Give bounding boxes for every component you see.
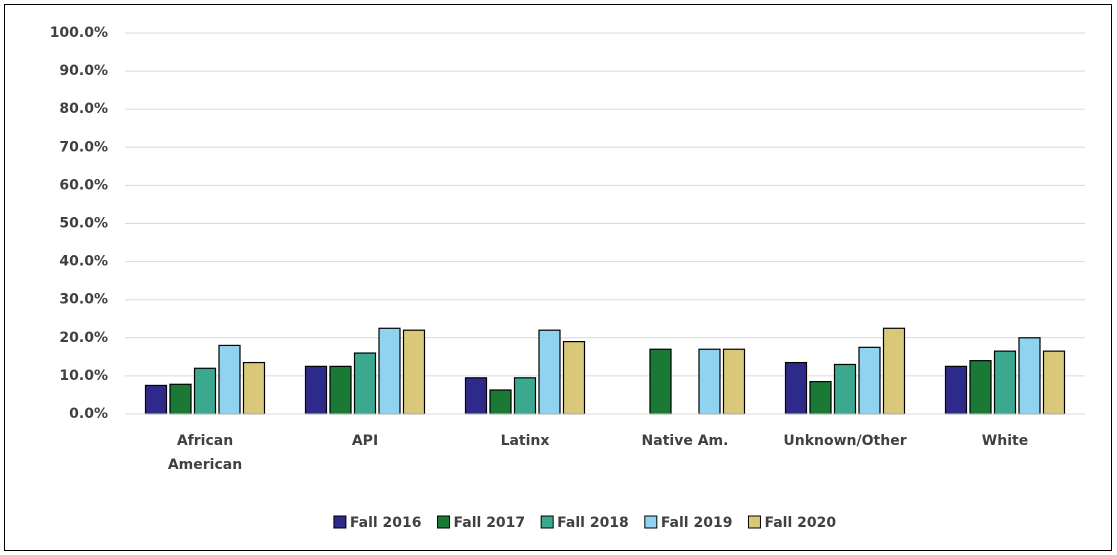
bar xyxy=(1042,350,1066,415)
y-tick-label: 60.0% xyxy=(59,177,108,193)
x-tick-label: Unknown/Other xyxy=(783,433,906,449)
bar xyxy=(882,327,906,415)
y-tick-label: 70.0% xyxy=(59,139,108,155)
bar xyxy=(833,363,857,415)
bar xyxy=(513,377,537,415)
legend-swatch xyxy=(540,515,554,529)
legend-swatch xyxy=(644,515,658,529)
y-tick-label: 10.0% xyxy=(59,368,108,384)
bar xyxy=(304,365,328,415)
y-tick-label: 40.0% xyxy=(59,254,108,270)
x-tick-label: White xyxy=(982,433,1028,449)
bar xyxy=(193,367,217,415)
bar xyxy=(538,329,561,415)
legend-swatch xyxy=(333,515,347,529)
bar xyxy=(944,365,968,415)
bar xyxy=(1018,337,1041,415)
legend-label: Fall 2020 xyxy=(764,515,836,531)
y-tick-label: 20.0% xyxy=(59,330,108,346)
y-tick-label: 90.0% xyxy=(59,63,108,79)
x-tick-label: Latinx xyxy=(501,433,550,449)
bar xyxy=(378,327,401,415)
bar xyxy=(353,352,377,415)
bar xyxy=(169,383,192,415)
bar xyxy=(858,346,881,415)
bar xyxy=(649,348,672,415)
bar xyxy=(969,360,992,415)
legend-label: Fall 2017 xyxy=(454,515,526,531)
legend-swatch xyxy=(437,515,451,529)
bar xyxy=(242,361,266,415)
bar xyxy=(329,365,352,415)
legend-label: Fall 2016 xyxy=(350,515,422,531)
bar xyxy=(489,389,512,415)
x-tick-label: African American xyxy=(168,433,242,473)
bar xyxy=(402,329,426,415)
y-tick-label: 30.0% xyxy=(59,292,108,308)
bar xyxy=(562,341,586,415)
bar xyxy=(218,344,241,415)
legend-swatch xyxy=(747,515,761,529)
legend-label: Fall 2018 xyxy=(557,515,629,531)
legend-label: Fall 2019 xyxy=(661,515,733,531)
y-tick-label: 0.0% xyxy=(69,406,108,422)
x-tick-label: Native Am. xyxy=(642,433,729,449)
bar xyxy=(698,348,721,415)
bar xyxy=(464,377,488,415)
x-tick-label: API xyxy=(352,433,378,449)
bar xyxy=(784,361,808,415)
chart-border xyxy=(4,4,1112,551)
y-tick-label: 100.0% xyxy=(50,25,108,41)
bar xyxy=(809,381,832,415)
y-tick-label: 50.0% xyxy=(59,216,108,232)
bar xyxy=(993,350,1017,415)
y-tick-label: 80.0% xyxy=(59,101,108,117)
bar xyxy=(144,384,168,415)
bar xyxy=(722,348,746,415)
